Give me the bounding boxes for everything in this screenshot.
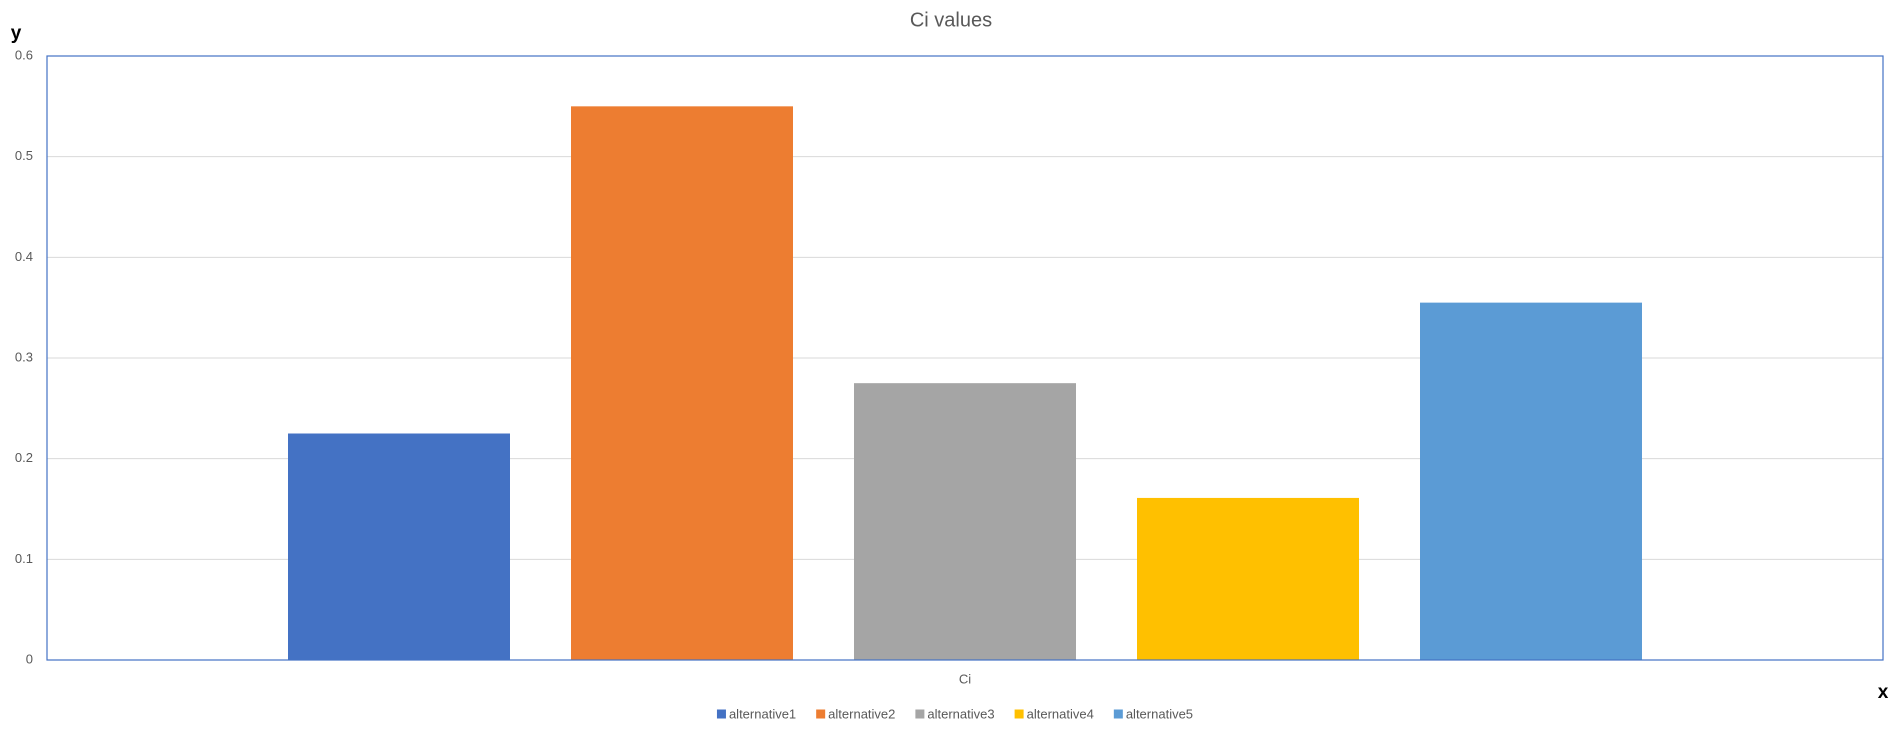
legend-swatch bbox=[1014, 709, 1024, 719]
y-tick-label: 0.3 bbox=[15, 349, 33, 364]
legend-label: alternative3 bbox=[927, 706, 994, 721]
y-tick-label: 0 bbox=[26, 651, 33, 666]
x-tick-label: Ci bbox=[959, 671, 971, 686]
chart-title: Ci values bbox=[910, 9, 992, 31]
y-tick-label: 0.4 bbox=[15, 249, 33, 264]
x-axis-label: x bbox=[1878, 682, 1889, 703]
y-tick-label: 0.2 bbox=[15, 450, 33, 465]
y-tick-label: 0.6 bbox=[15, 47, 33, 62]
legend-label: alternative1 bbox=[729, 706, 796, 721]
legend-label: alternative5 bbox=[1126, 706, 1193, 721]
y-tick-label: 0.5 bbox=[15, 148, 33, 163]
y-tick-label: 0.1 bbox=[15, 551, 33, 566]
bar bbox=[571, 106, 793, 661]
legend-label: alternative4 bbox=[1027, 706, 1094, 721]
legend-swatch bbox=[816, 709, 826, 719]
bar bbox=[288, 433, 510, 660]
bar bbox=[854, 383, 1076, 660]
legend-swatch bbox=[1113, 709, 1123, 719]
y-axis-label: y bbox=[11, 23, 22, 44]
plot-frame bbox=[46, 55, 1884, 661]
bar bbox=[1137, 497, 1359, 660]
legend-swatch bbox=[716, 709, 726, 719]
legend-swatch bbox=[915, 709, 925, 719]
legend-label: alternative2 bbox=[828, 706, 895, 721]
bar bbox=[1420, 302, 1642, 660]
